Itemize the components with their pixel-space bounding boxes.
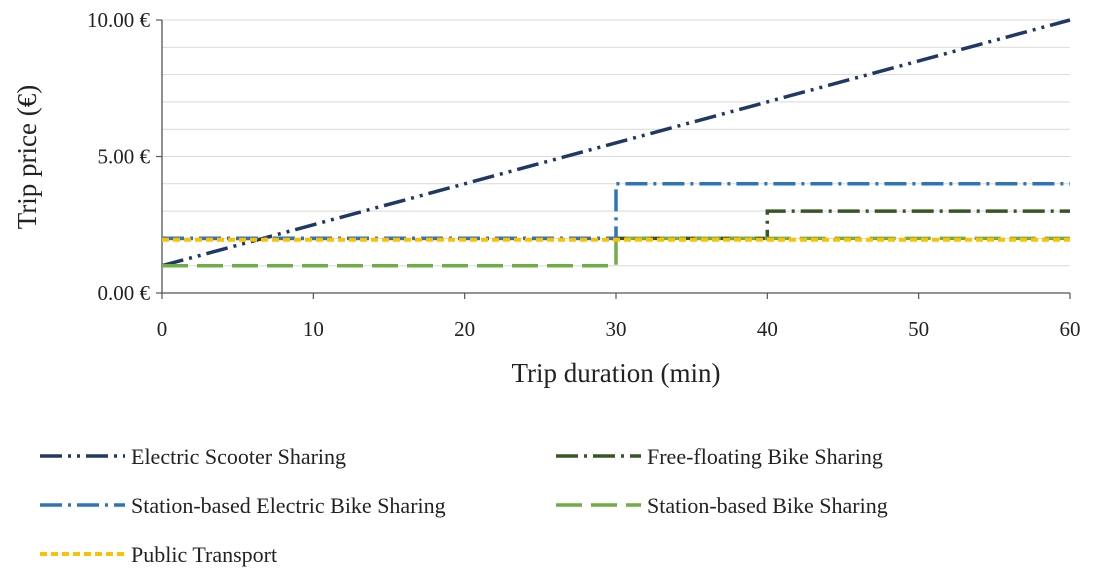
legend-label: Station-based Bike Sharing [647,493,888,518]
y-tick-label: 0.00 € [98,281,151,305]
x-tick-label: 10 [303,317,324,341]
x-tick-label: 30 [606,317,627,341]
legend-label: Free-floating Bike Sharing [647,444,883,469]
x-axis-title: Trip duration (min) [512,358,721,388]
legend: Electric Scooter Sharing Free-floating Bi… [40,444,888,567]
x-tick-label: 40 [757,317,778,341]
x-tick-label: 50 [908,317,929,341]
y-axis-title: Trip price (€) [12,85,42,229]
x-tick-label: 60 [1060,317,1081,341]
legend-label: Station-based Electric Bike Sharing [131,493,446,518]
axis-ticks: 0.00 € 5.00 € 10.00 € 0 10 20 30 40 50 60 [87,8,1081,341]
y-tick-label: 10.00 € [87,8,151,32]
series-line [162,236,1070,268]
series-line [161,18,1071,268]
x-tick-label: 0 [157,317,168,341]
legend-label: Public Transport [131,542,277,567]
series-lines [161,18,1071,268]
y-tick-label: 5.00 € [98,145,151,169]
legend-label: Electric Scooter Sharing [131,444,346,469]
x-tick-label: 20 [454,317,475,341]
